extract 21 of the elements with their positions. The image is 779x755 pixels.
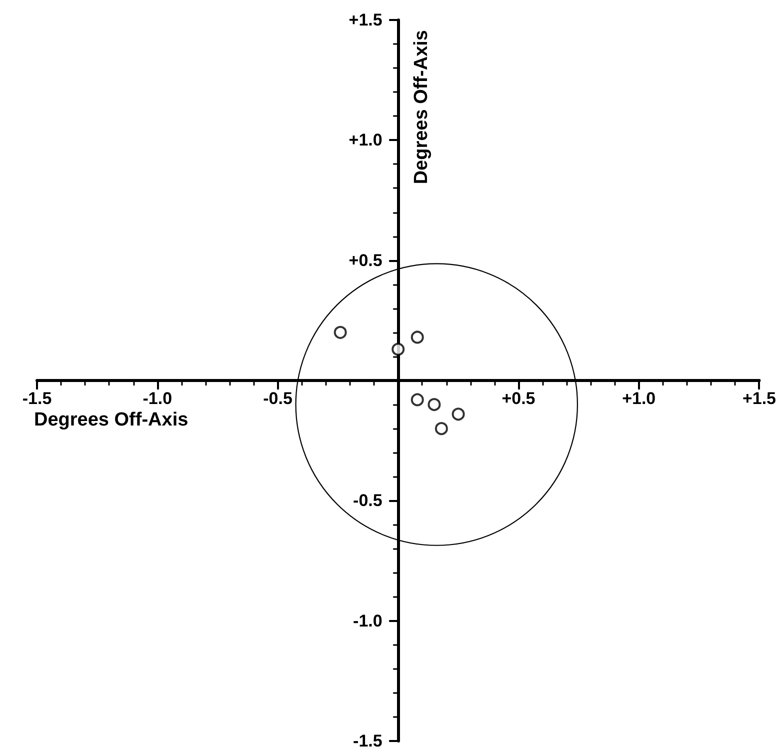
point (392, 342, 405, 356)
x-axis-title: Degrees Off-Axis (34, 410, 188, 430)
y-tick-label: +0.5 (348, 250, 382, 270)
point (428, 398, 441, 412)
y-tick-label: -1.5 (353, 732, 382, 750)
x-tick-label: +0.5 (502, 389, 536, 408)
point (410, 393, 424, 406)
y-tick-label: -1.0 (353, 611, 382, 630)
point (452, 408, 465, 421)
point (434, 422, 448, 436)
x-tick-label: -1.0 (142, 389, 172, 408)
point (334, 326, 347, 339)
x-tick-label: -0.5 (263, 389, 292, 408)
y-axis-title: Degrees Off-Axis (411, 30, 432, 184)
y-tick-label: +1.0 (348, 130, 382, 150)
y-tick-label: +1.5 (348, 10, 382, 30)
x-tick-label: +1.5 (742, 389, 776, 408)
x-tick-label: -1.5 (22, 389, 52, 408)
point (410, 330, 424, 344)
y-tick-label: -0.5 (353, 491, 382, 510)
x-tick-label: +1.0 (622, 389, 656, 408)
